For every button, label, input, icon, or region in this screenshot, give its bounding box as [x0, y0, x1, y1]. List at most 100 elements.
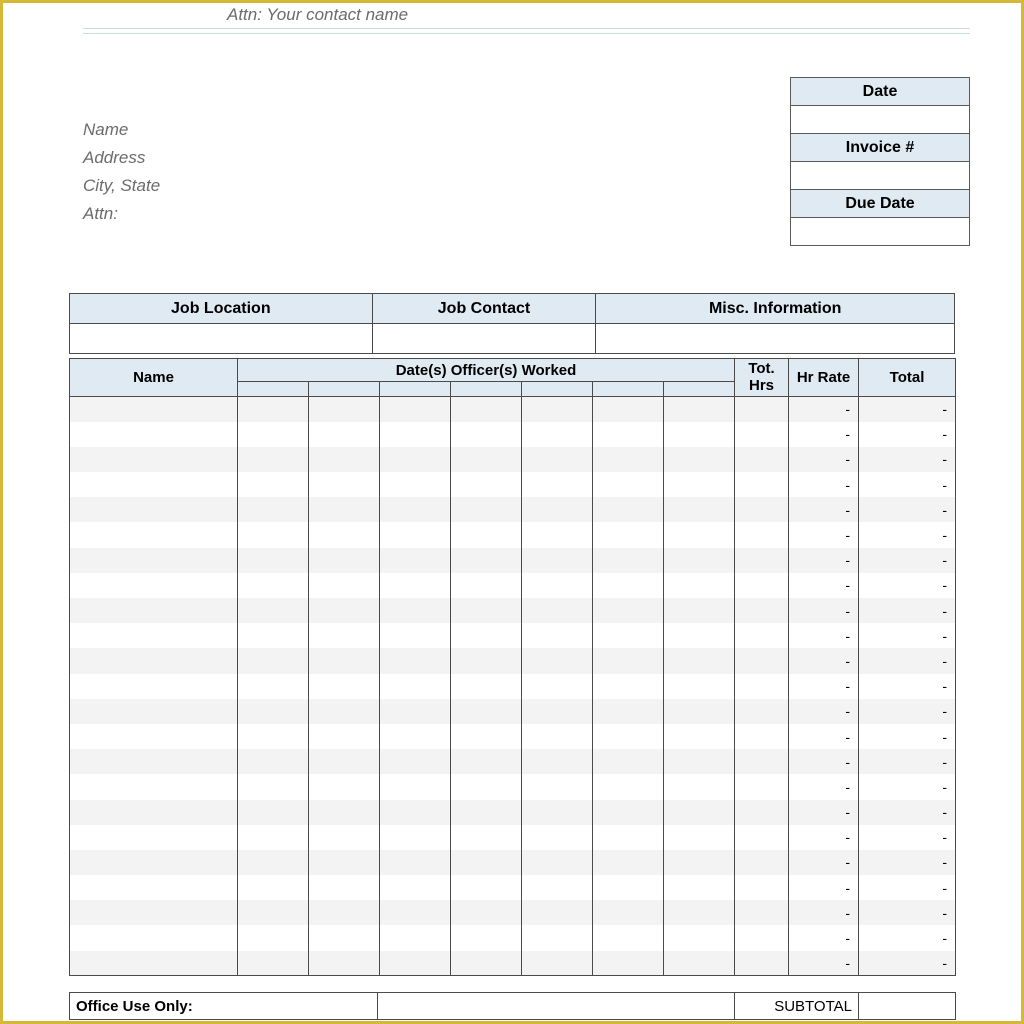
cell[interactable] [380, 648, 451, 673]
cell[interactable] [522, 925, 593, 950]
cell[interactable] [70, 951, 238, 976]
cell[interactable] [664, 800, 735, 825]
cell[interactable] [451, 951, 522, 976]
cell[interactable] [451, 397, 522, 422]
cell[interactable] [309, 699, 380, 724]
cell[interactable] [451, 875, 522, 900]
cell[interactable] [70, 397, 238, 422]
cell[interactable]: - [859, 951, 956, 976]
cell[interactable]: - [859, 925, 956, 950]
cell[interactable]: - [789, 548, 859, 573]
cell[interactable] [593, 522, 664, 547]
cell[interactable] [380, 623, 451, 648]
cell[interactable] [735, 422, 789, 447]
cell[interactable] [664, 397, 735, 422]
cell[interactable] [309, 497, 380, 522]
cell[interactable] [522, 825, 593, 850]
cell[interactable] [380, 598, 451, 623]
cell[interactable] [593, 699, 664, 724]
cell[interactable] [735, 825, 789, 850]
cell[interactable] [238, 623, 309, 648]
cell[interactable]: - [859, 724, 956, 749]
cell[interactable] [522, 497, 593, 522]
cell[interactable] [238, 699, 309, 724]
cell[interactable] [593, 850, 664, 875]
cell[interactable] [451, 497, 522, 522]
cell[interactable]: - [859, 774, 956, 799]
cell[interactable] [70, 774, 238, 799]
cell[interactable] [380, 749, 451, 774]
cell[interactable] [522, 774, 593, 799]
cell[interactable]: - [789, 699, 859, 724]
cell[interactable] [735, 900, 789, 925]
cell[interactable] [735, 951, 789, 976]
cell[interactable] [380, 951, 451, 976]
cell[interactable] [593, 447, 664, 472]
cell[interactable]: - [859, 648, 956, 673]
cell[interactable] [593, 648, 664, 673]
cell[interactable] [309, 951, 380, 976]
cell[interactable] [451, 623, 522, 648]
cell[interactable] [451, 648, 522, 673]
cell[interactable]: - [859, 850, 956, 875]
cell[interactable] [522, 674, 593, 699]
cell[interactable] [309, 674, 380, 699]
cell[interactable]: - [859, 623, 956, 648]
cell[interactable] [735, 598, 789, 623]
cell[interactable] [451, 925, 522, 950]
cell[interactable] [451, 825, 522, 850]
cell[interactable]: - [789, 623, 859, 648]
cell[interactable] [735, 749, 789, 774]
cell[interactable]: - [789, 850, 859, 875]
cell[interactable] [522, 548, 593, 573]
cell[interactable] [309, 774, 380, 799]
cell[interactable]: - [789, 900, 859, 925]
cell[interactable] [593, 497, 664, 522]
cell[interactable] [522, 648, 593, 673]
cell[interactable] [522, 522, 593, 547]
cell[interactable]: - [789, 573, 859, 598]
cell[interactable] [522, 900, 593, 925]
cell[interactable] [593, 724, 664, 749]
cell[interactable] [735, 699, 789, 724]
cell[interactable] [309, 724, 380, 749]
cell[interactable] [593, 573, 664, 598]
cell[interactable] [309, 573, 380, 598]
cell[interactable] [380, 825, 451, 850]
cell[interactable] [451, 699, 522, 724]
cell[interactable] [380, 573, 451, 598]
cell[interactable] [664, 951, 735, 976]
cell[interactable]: - [859, 800, 956, 825]
meta-date-value[interactable] [791, 106, 970, 134]
cell[interactable] [70, 850, 238, 875]
cell[interactable] [593, 925, 664, 950]
cell[interactable] [593, 875, 664, 900]
cell[interactable] [522, 800, 593, 825]
cell[interactable] [735, 850, 789, 875]
cell[interactable] [522, 422, 593, 447]
cell[interactable] [593, 774, 664, 799]
cell[interactable] [238, 875, 309, 900]
cell[interactable] [735, 548, 789, 573]
cell[interactable] [70, 573, 238, 598]
job-location-value[interactable] [70, 324, 373, 354]
cell[interactable] [593, 825, 664, 850]
cell[interactable]: - [859, 875, 956, 900]
cell[interactable] [380, 447, 451, 472]
cell[interactable] [735, 573, 789, 598]
cell[interactable] [380, 397, 451, 422]
cell[interactable] [70, 623, 238, 648]
cell[interactable] [593, 598, 664, 623]
cell[interactable] [735, 800, 789, 825]
cell[interactable] [309, 447, 380, 472]
cell[interactable]: - [789, 598, 859, 623]
cell[interactable] [70, 825, 238, 850]
cell[interactable] [238, 497, 309, 522]
cell[interactable]: - [859, 598, 956, 623]
cell[interactable] [70, 497, 238, 522]
cell[interactable] [451, 522, 522, 547]
cell[interactable]: - [859, 522, 956, 547]
cell[interactable] [522, 749, 593, 774]
cell[interactable] [451, 422, 522, 447]
cell[interactable] [70, 724, 238, 749]
